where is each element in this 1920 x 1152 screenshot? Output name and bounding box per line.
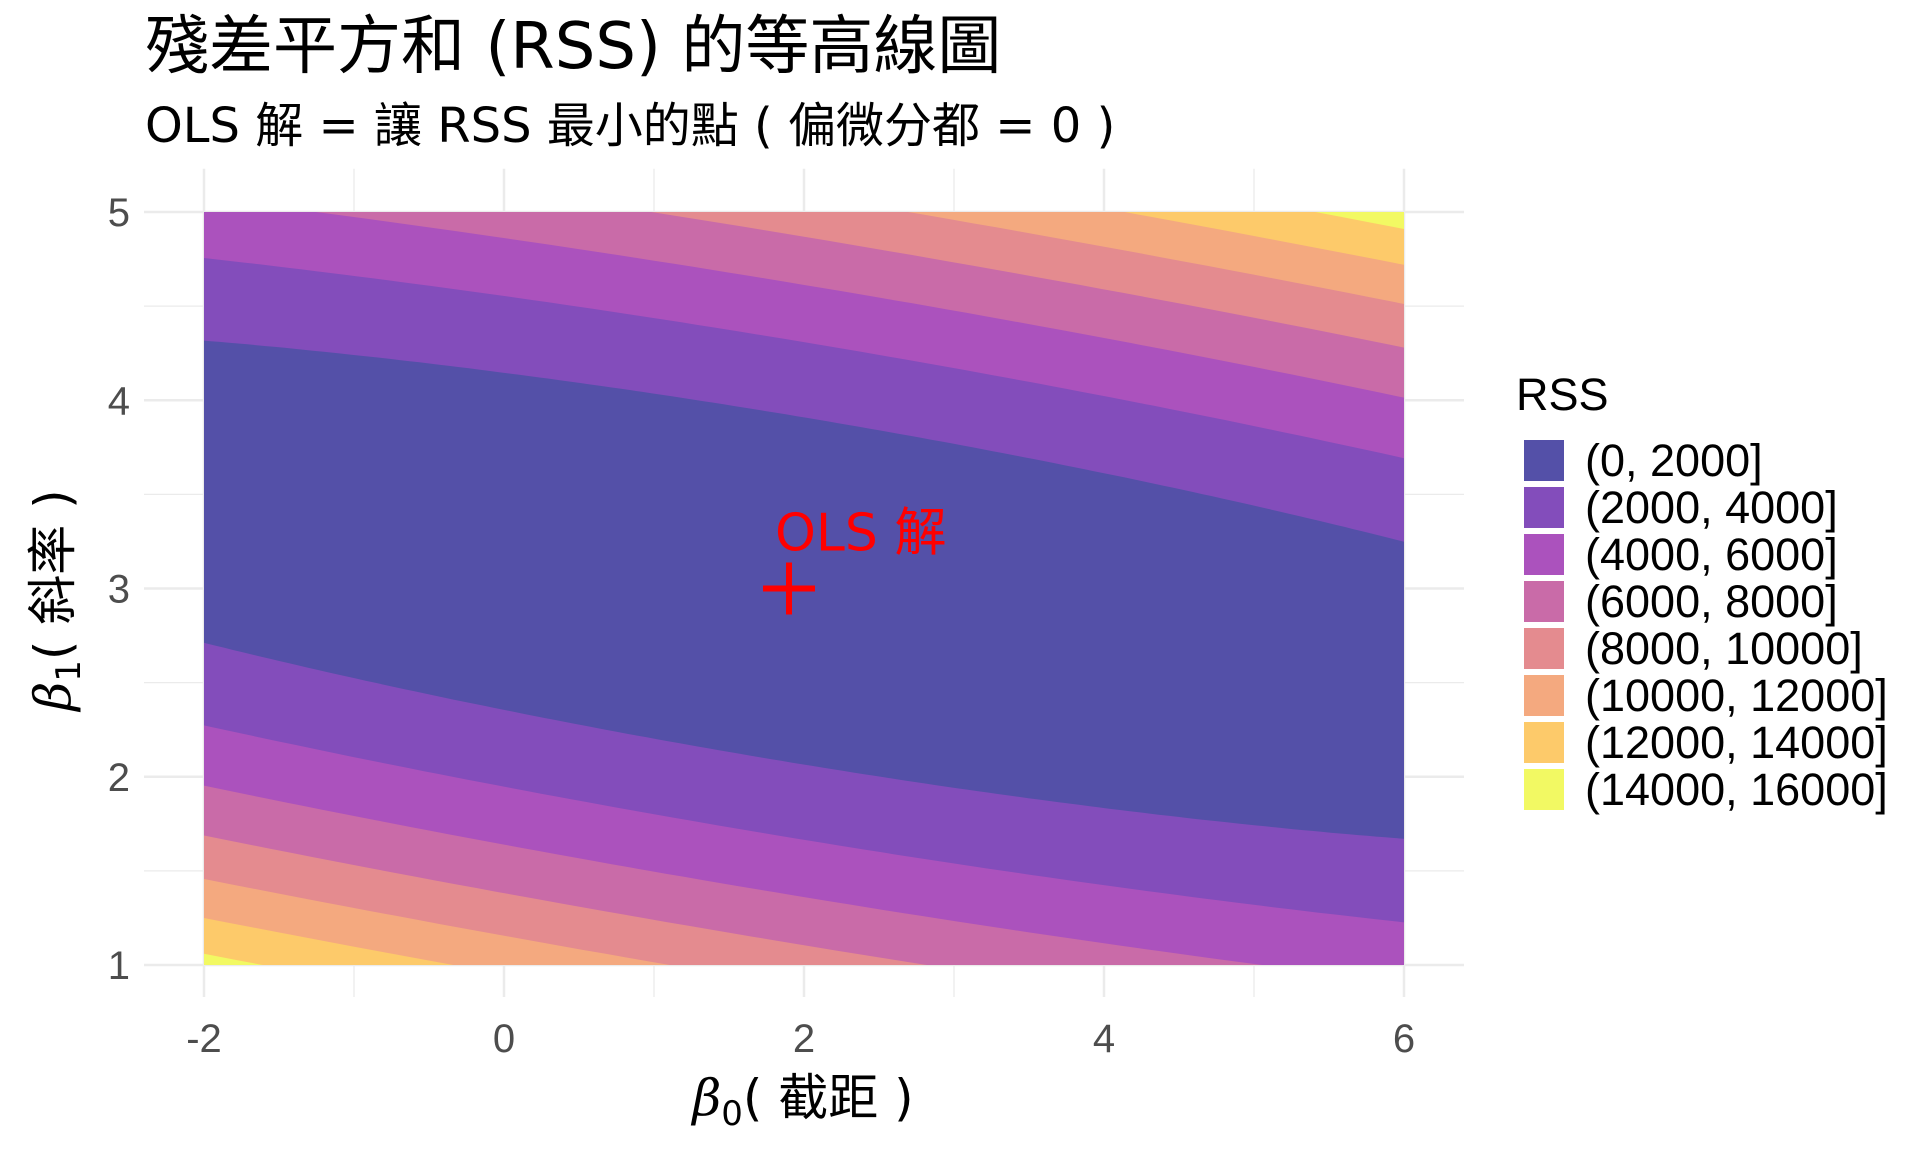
x-axis-title: β0( 截距 ): [690, 1069, 913, 1134]
y-tick-label: 1: [108, 944, 130, 988]
legend: (0, 2000](2000, 4000](4000, 6000](6000, …: [1524, 435, 1888, 815]
y-axis-title: β1( 斜率 ): [24, 489, 89, 712]
legend-key: [1524, 440, 1564, 481]
legend-key: [1524, 534, 1564, 575]
legend-label: (2000, 4000]: [1585, 482, 1838, 533]
ols-marker: OLS 解: [763, 504, 946, 615]
legend-label: (8000, 10000]: [1585, 623, 1863, 674]
y-tick-label: 3: [108, 568, 130, 612]
x-tick-label: 4: [1093, 1017, 1115, 1061]
legend-key: [1524, 769, 1564, 810]
x-tick-label: -2: [186, 1017, 222, 1061]
ols-annotation: OLS 解: [775, 504, 946, 564]
chart-subtitle: OLS 解 = 讓 RSS 最小的點 ( 偏微分都 = 0 ): [145, 98, 1115, 154]
legend-label: (4000, 6000]: [1585, 529, 1838, 580]
legend-label: (10000, 12000]: [1585, 670, 1888, 721]
y-tick-label: 5: [108, 191, 130, 235]
chart-title: 殘差平方和 (RSS) 的等高線圖: [145, 10, 1001, 84]
x-tick-label: 6: [1393, 1017, 1415, 1061]
ols-plus-icon: [763, 562, 815, 615]
legend-key: [1524, 581, 1564, 622]
x-tick-label: 2: [793, 1017, 815, 1061]
x-tick-label: 0: [493, 1017, 515, 1061]
legend-key: [1524, 628, 1564, 669]
legend-label: (14000, 16000]: [1585, 764, 1888, 815]
legend-label: (12000, 14000]: [1585, 717, 1888, 768]
axis-ticks: -2 0 2 4 6 1 2 3 4 5: [108, 191, 1415, 1061]
legend-key: [1524, 675, 1564, 716]
legend-label: (0, 2000]: [1585, 435, 1763, 486]
y-tick-label: 4: [108, 379, 130, 423]
legend-key: [1524, 487, 1564, 528]
y-tick-label: 2: [108, 756, 130, 800]
legend-label: (6000, 8000]: [1585, 576, 1838, 627]
legend-key: [1524, 722, 1564, 763]
legend-title: RSS: [1516, 369, 1609, 420]
